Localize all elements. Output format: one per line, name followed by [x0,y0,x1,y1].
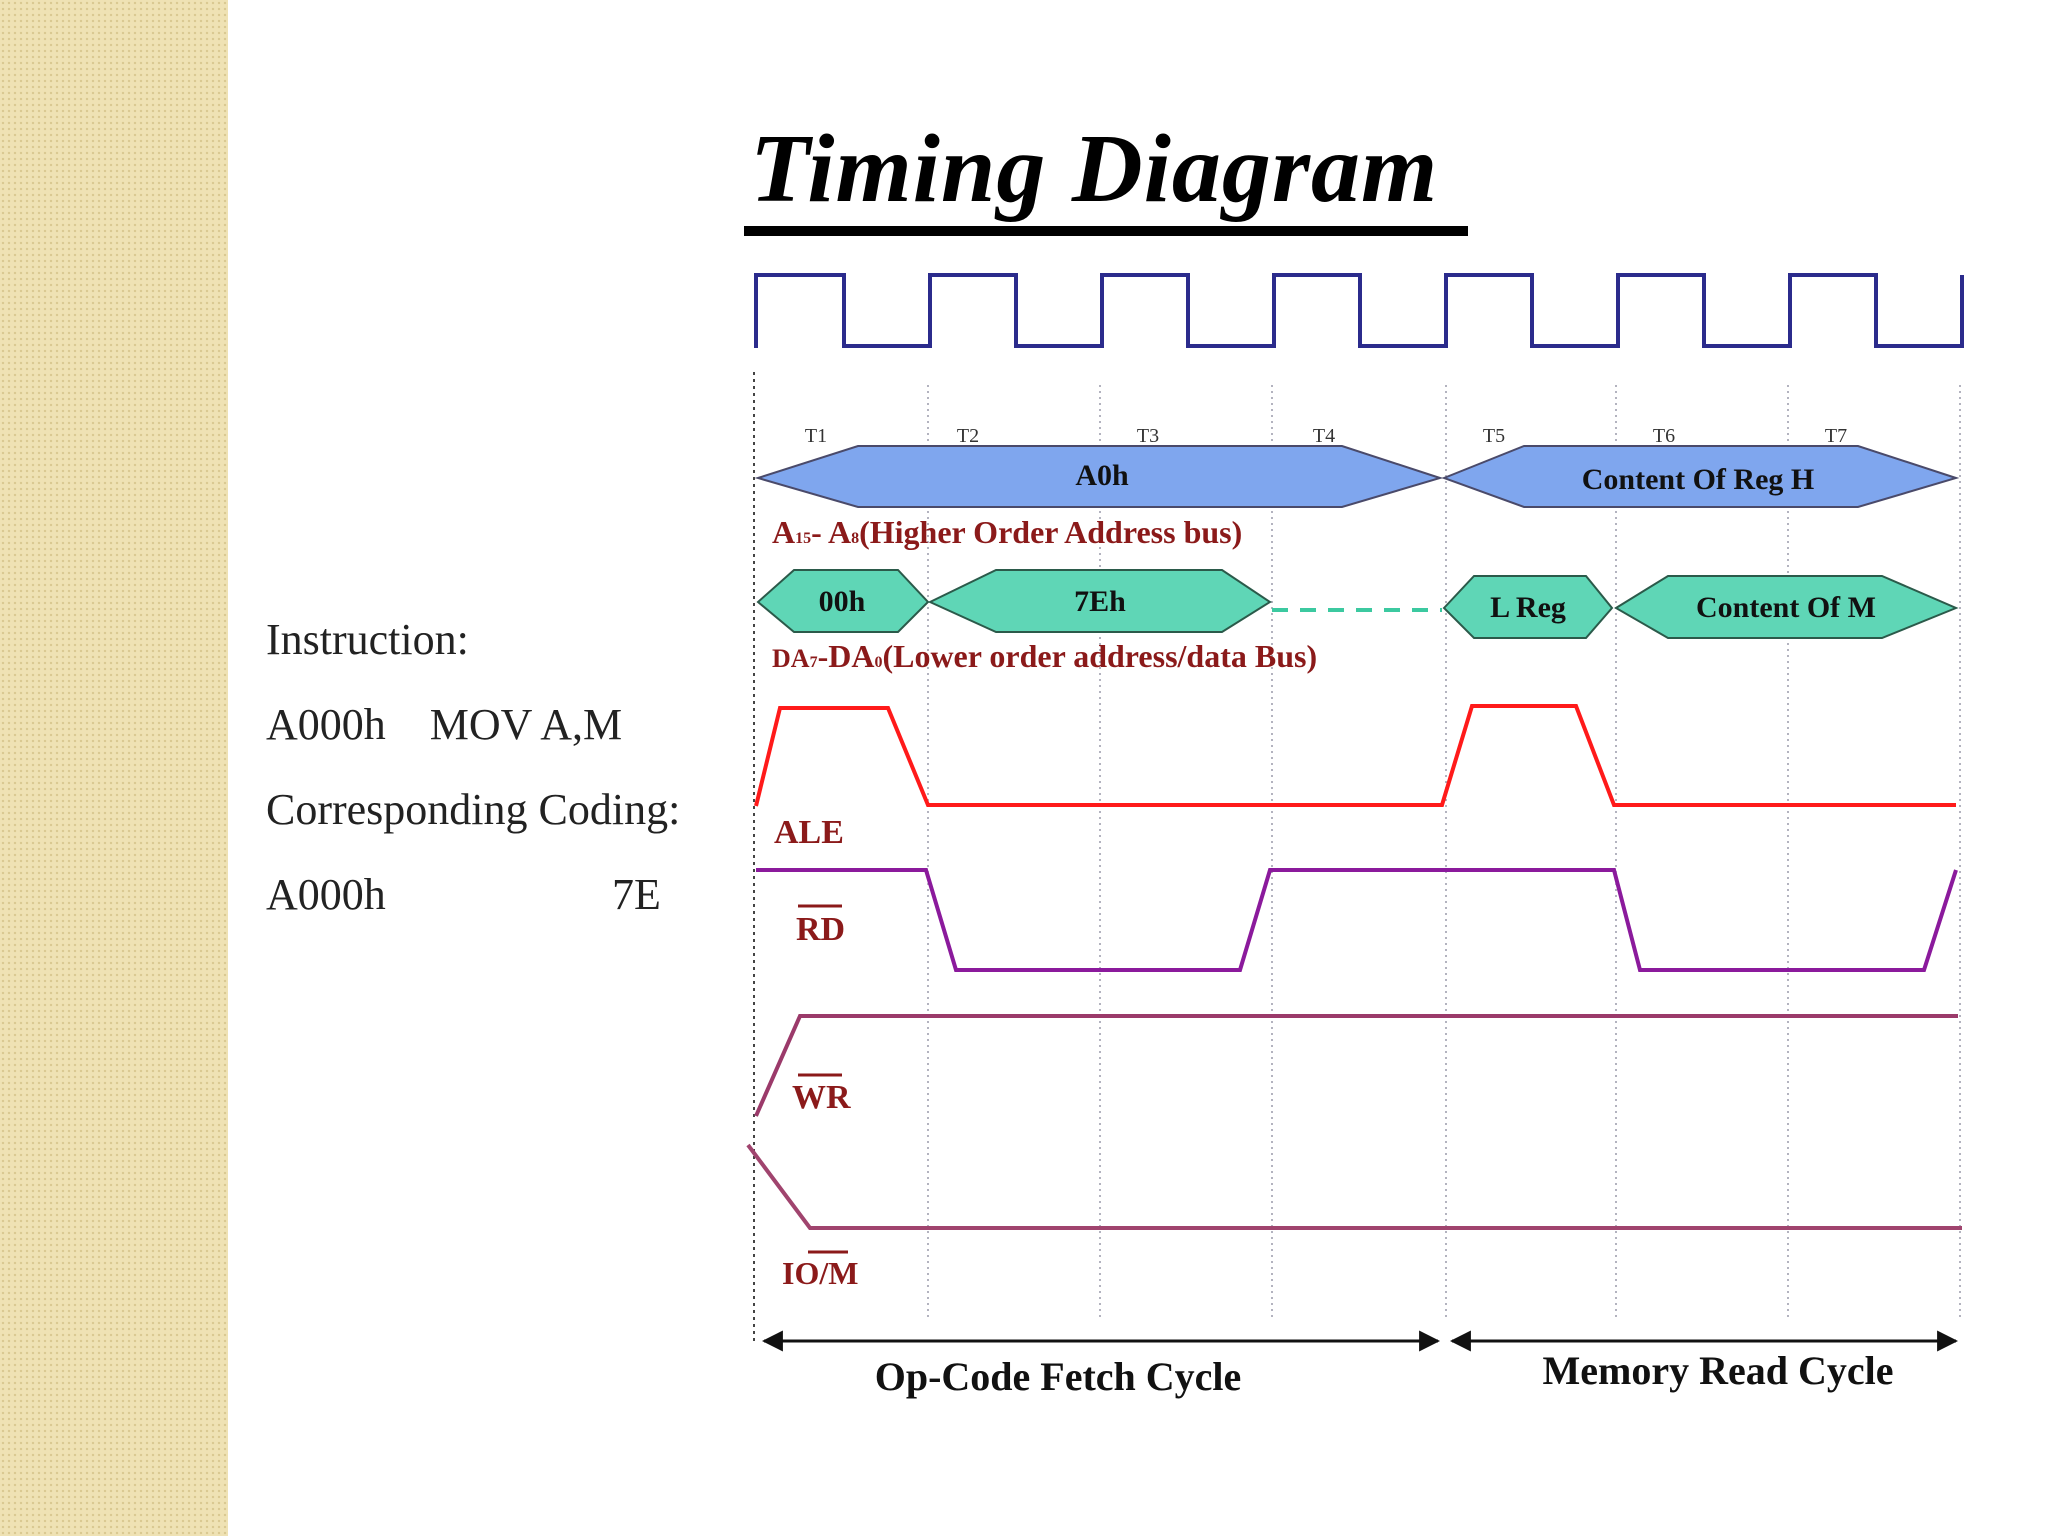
bus-segment-l-reg [1442,575,1614,639]
memory-read-label: Memory Read Cycle [1543,1348,1894,1393]
ale-label: ALE [774,814,844,851]
decorative-side-band [0,0,228,1536]
wr-waveform [754,1014,1958,1117]
coding-address: A000h [266,870,386,919]
t-state-label-4: T4 [1313,425,1335,447]
coding-value: 7E [612,870,661,919]
coding-heading: Corresponding Coding: [266,785,681,834]
io-m-label: IO/M [782,1255,858,1291]
bus-segment-7eh-label: 7Eh [1074,585,1126,618]
clock-waveform [754,273,1964,348]
bus-segment-content-m-label: Content Of M [1696,591,1876,624]
title-underline [744,226,1468,236]
t-state-label-7: T7 [1825,425,1847,447]
t-state-guides [753,372,1961,1345]
bus-segment-reg-h-label: Content Of Reg H [1582,463,1814,496]
io-m-waveform [746,1143,1962,1230]
bus-segment-00h-label: 00h [819,585,866,618]
bus-segment-7eh [927,569,1272,633]
t-state-label-6: T6 [1653,425,1675,447]
high-address-bus: A0h Content Of Reg H A15- A8(Higher Orde… [754,445,1960,550]
instruction-heading: Instruction: [266,615,469,664]
bus-segment-l-reg-label: L Reg [1490,591,1566,624]
t-state-label-5: T5 [1483,425,1505,447]
instruction-line: A000h MOV A,M [266,700,623,749]
page-title: Timing Diagram [750,115,1439,223]
low-address-data-bus: 00h 7Eh L Reg Content Of M DA7-DA0(Lower… [756,569,1959,674]
ale-waveform [754,704,1956,807]
low-bus-label: DA7-DA0(Lower order address/data Bus) [772,638,1317,674]
bus-segment-a0h [754,445,1444,508]
rd-label: RD [796,911,845,948]
bus-segment-content-m [1614,575,1959,639]
bus-segment-reg-h [1441,445,1960,508]
wr-label: WR [792,1079,851,1116]
t-state-label-2: T2 [957,425,979,447]
rd-waveform [756,868,1958,972]
high-bus-label: A15- A8(Higher Order Address bus) [772,514,1242,550]
t-state-label-3: T3 [1137,425,1159,447]
t-state-labels: T1 T2 T3 T4 T5 T6 T7 [805,425,1847,447]
opcode-fetch-label: Op-Code Fetch Cycle [875,1354,1242,1399]
t-state-label-1: T1 [805,425,827,447]
bus-segment-a0h-label: A0h [1075,459,1129,492]
